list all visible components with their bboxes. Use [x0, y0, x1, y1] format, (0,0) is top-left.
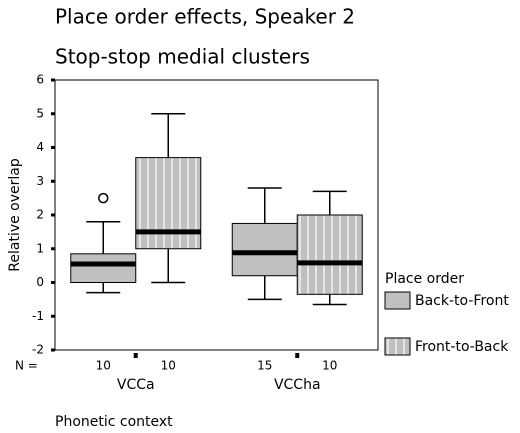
y-tick-label: 3 [36, 174, 44, 188]
y-tick-label: -2 [32, 343, 44, 357]
y-tick-label: 2 [36, 208, 44, 222]
y-tick-label: 1 [36, 241, 44, 255]
y-tick-label: 5 [36, 106, 44, 120]
n-label: N = [15, 359, 38, 373]
n-value: 10 [96, 359, 111, 373]
outlier [98, 192, 109, 204]
legend-swatch [384, 291, 411, 310]
n-value: 15 [257, 359, 272, 373]
legend-swatch [384, 337, 411, 356]
y-axis-label: Relative overlap [7, 158, 23, 272]
legend-label: Back-to-Front [415, 293, 509, 309]
y-tick-label: 4 [36, 140, 44, 154]
n-value: 10 [161, 359, 176, 373]
box [135, 157, 202, 250]
x-tick [133, 353, 138, 358]
n-value: 10 [322, 359, 337, 373]
legend-title: Place order [385, 271, 464, 287]
y-tick-label: 0 [36, 275, 44, 289]
chart-title: Place order effects, Speaker 2 [55, 5, 355, 29]
chart-subtitle: Stop-stop medial clusters [55, 45, 310, 69]
x-tick-label: VCCha [274, 377, 321, 393]
y-tick-label: 6 [36, 73, 44, 87]
x-tick-label: VCCa [117, 377, 155, 393]
x-tick [295, 353, 300, 358]
box [70, 253, 137, 283]
legend-label: Front-to-Back [415, 339, 509, 355]
x-axis-label: Phonetic context [55, 414, 173, 430]
box [296, 214, 363, 295]
box [231, 222, 298, 277]
y-tick-label: -1 [32, 309, 44, 323]
